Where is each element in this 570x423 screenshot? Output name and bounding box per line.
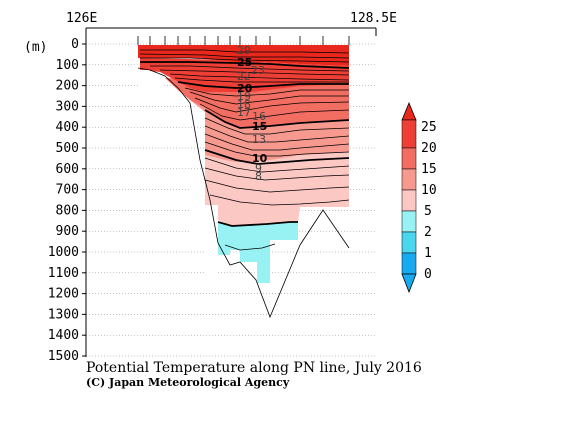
isotherm-26 (140, 57, 350, 63)
isotherm-16 (199, 103, 350, 121)
isotherm-21 (174, 77, 349, 83)
isotherm-label-10: 10 (252, 152, 268, 165)
isotherm-12 (204, 133, 350, 151)
y-tick-label: 700 (56, 183, 79, 198)
y-tick-label: 900 (56, 224, 79, 239)
isotherm-23 (159, 69, 350, 76)
colorbar-top-arrow (401, 101, 417, 121)
colorbar-label-0: 0 (424, 267, 432, 282)
y-tick-label: 1100 (48, 266, 79, 281)
y-tick-label: 200 (56, 79, 79, 94)
isotherm-label-16: 16 (252, 110, 266, 123)
isotherm-13 (204, 125, 350, 143)
colorbar-20-25 (401, 119, 417, 149)
colorbar-label-20: 20 (421, 141, 437, 156)
colorbar-label-5: 5 (424, 204, 432, 219)
isotherm-9 (204, 157, 350, 173)
y-tick-label: 1400 (48, 328, 79, 343)
isotherm-label-17: 17 (237, 106, 251, 119)
isotherm-label-9: 9 (255, 162, 262, 175)
y-tick-label: 300 (56, 99, 79, 114)
shelf-blank (150, 74, 164, 100)
deep-blank-left (190, 175, 205, 235)
shelf-blank (138, 70, 150, 100)
y-tick-label: 800 (56, 203, 79, 218)
isotherm-label-23: 23 (251, 64, 265, 77)
colorbar-0-1 (401, 252, 417, 275)
isotherm-label-8: 8 (255, 170, 262, 183)
colorbar: 25 20 15 10 5 2 1 0 (401, 101, 437, 294)
colorbar-label-10: 10 (421, 183, 437, 198)
isotherm-5 (217, 221, 298, 227)
isotherm-6 (209, 194, 350, 206)
isotherm-labels: 29 25 23 22 20 19 18 17 16 15 13 10 9 8 (237, 44, 268, 183)
isotherm-label-29: 29 (237, 44, 251, 57)
y-tick-label: 0 (71, 37, 79, 52)
isotherm-24 (150, 65, 350, 72)
isotherm-14 (204, 117, 350, 135)
y-tick-label: 600 (56, 162, 79, 177)
axes (85, 27, 376, 357)
colorbar-label-15: 15 (421, 162, 437, 177)
isotherm-label-18: 18 (237, 98, 251, 111)
top-axis-end-ticks (85, 28, 377, 36)
colorbar-10-15 (401, 168, 417, 191)
colorbar-5-10 (401, 189, 417, 212)
isotherm-18 (189, 91, 349, 105)
y-unit-label: (m) (24, 40, 47, 55)
y-tick-label: 500 (56, 141, 79, 156)
isotherm-label-22: 22 (237, 70, 251, 83)
isotherm-label-20: 20 (237, 82, 253, 95)
band-2-5 (218, 222, 298, 283)
isotherm-27 (139, 53, 350, 59)
isotherm-10 (204, 149, 350, 165)
station-ticks (137, 36, 350, 45)
colorbar-label-1: 1 (424, 246, 432, 261)
y-tick-label: 1500 (48, 349, 79, 364)
isotherm-20 (177, 81, 349, 89)
isotherm-19 (184, 87, 349, 97)
isotherm-label-25: 25 (237, 56, 252, 69)
x-tick-label-right: 128.5E (350, 11, 397, 26)
isotherm-label-13: 13 (252, 133, 266, 146)
isotherm-17 (194, 97, 350, 113)
isotherm-7 (204, 179, 350, 193)
isotherm-28 (140, 49, 350, 54)
isotherm-label-19: 19 (237, 90, 251, 103)
isotherm-8 (204, 167, 350, 181)
colorbar-label-2: 2 (424, 225, 432, 240)
y-tick-label: 100 (56, 58, 79, 73)
isotherm-11 (204, 141, 350, 157)
isotherm-22 (169, 73, 350, 81)
y-tick-label: 400 (56, 120, 79, 135)
deep-blank-left2 (205, 205, 218, 285)
colorbar-1-2 (401, 231, 417, 254)
isotherm-4 (224, 243, 276, 251)
isotherm-label-15: 15 (252, 120, 267, 133)
chart-title: Potential Temperature along PN line, Jul… (86, 360, 422, 376)
y-tick-label: 1000 (48, 245, 79, 260)
isotherms (139, 49, 350, 251)
colorbar-2-5 (401, 210, 417, 233)
credit-line: (C) Japan Meteorological Agency (86, 376, 290, 389)
isotherm-25 (140, 61, 350, 69)
sea-bottom-profile (137, 67, 350, 319)
colorbar-label-25: 25 (421, 120, 437, 135)
isotherm-15 (204, 109, 350, 129)
x-tick-label-left: 126E (66, 11, 97, 26)
colorbar-bottom-arrow (401, 273, 417, 294)
colorbar-15-20 (401, 147, 417, 170)
y-tick-label: 1200 (48, 287, 79, 302)
y-tick-label: 1300 (48, 307, 79, 322)
y-tick-labels: 0 100 200 300 400 500 600 700 800 900 1000 1100 1200… (48, 37, 86, 364)
